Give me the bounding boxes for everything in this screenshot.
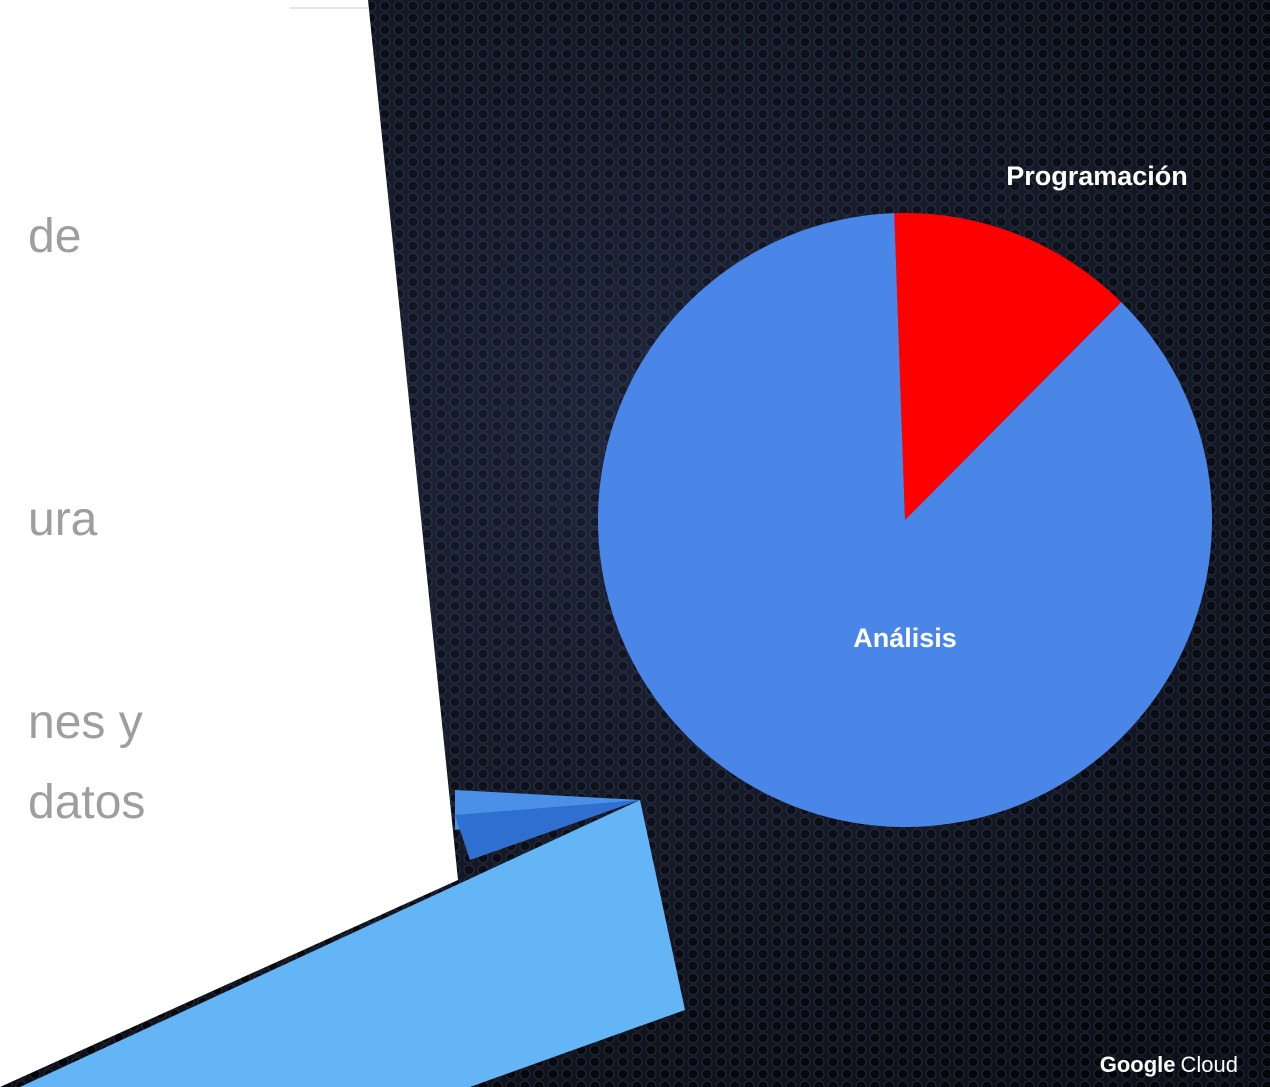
slide-text: de: [28, 210, 81, 263]
footer-product: Cloud: [1181, 1052, 1238, 1077]
pie-label: Análisis: [853, 623, 957, 653]
footer-logo: Google Cloud: [1100, 1052, 1238, 1077]
light-blue-band: [20, 800, 685, 1087]
footer-brand: Google: [1100, 1052, 1176, 1077]
slide-text: datos: [28, 776, 145, 829]
pie-slice: [598, 213, 1212, 827]
blue-shape: [455, 800, 640, 860]
pie-chart: Programación Análisis: [598, 161, 1212, 827]
pie-slice: [894, 212, 1122, 520]
slide-text: ura: [28, 493, 98, 546]
pie-label: Programación: [1006, 161, 1188, 191]
white-panel: [0, 0, 458, 1087]
slide-text: nes y: [28, 696, 143, 749]
